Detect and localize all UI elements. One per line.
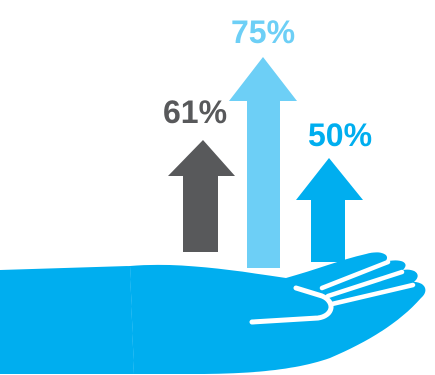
stat-label-75: 75% bbox=[231, 16, 295, 48]
arrow-up-icon bbox=[229, 57, 297, 268]
arrow-light bbox=[229, 57, 297, 268]
palm bbox=[130, 252, 425, 374]
hand-icon bbox=[0, 252, 425, 374]
arrow-up-icon bbox=[296, 158, 363, 262]
sleeve bbox=[0, 266, 134, 374]
arrow-up-icon bbox=[168, 140, 235, 252]
arrow-blue bbox=[296, 158, 363, 262]
arrow-dark bbox=[168, 140, 235, 252]
stat-label-61: 61% bbox=[163, 96, 227, 128]
stat-label-50: 50% bbox=[308, 119, 372, 151]
